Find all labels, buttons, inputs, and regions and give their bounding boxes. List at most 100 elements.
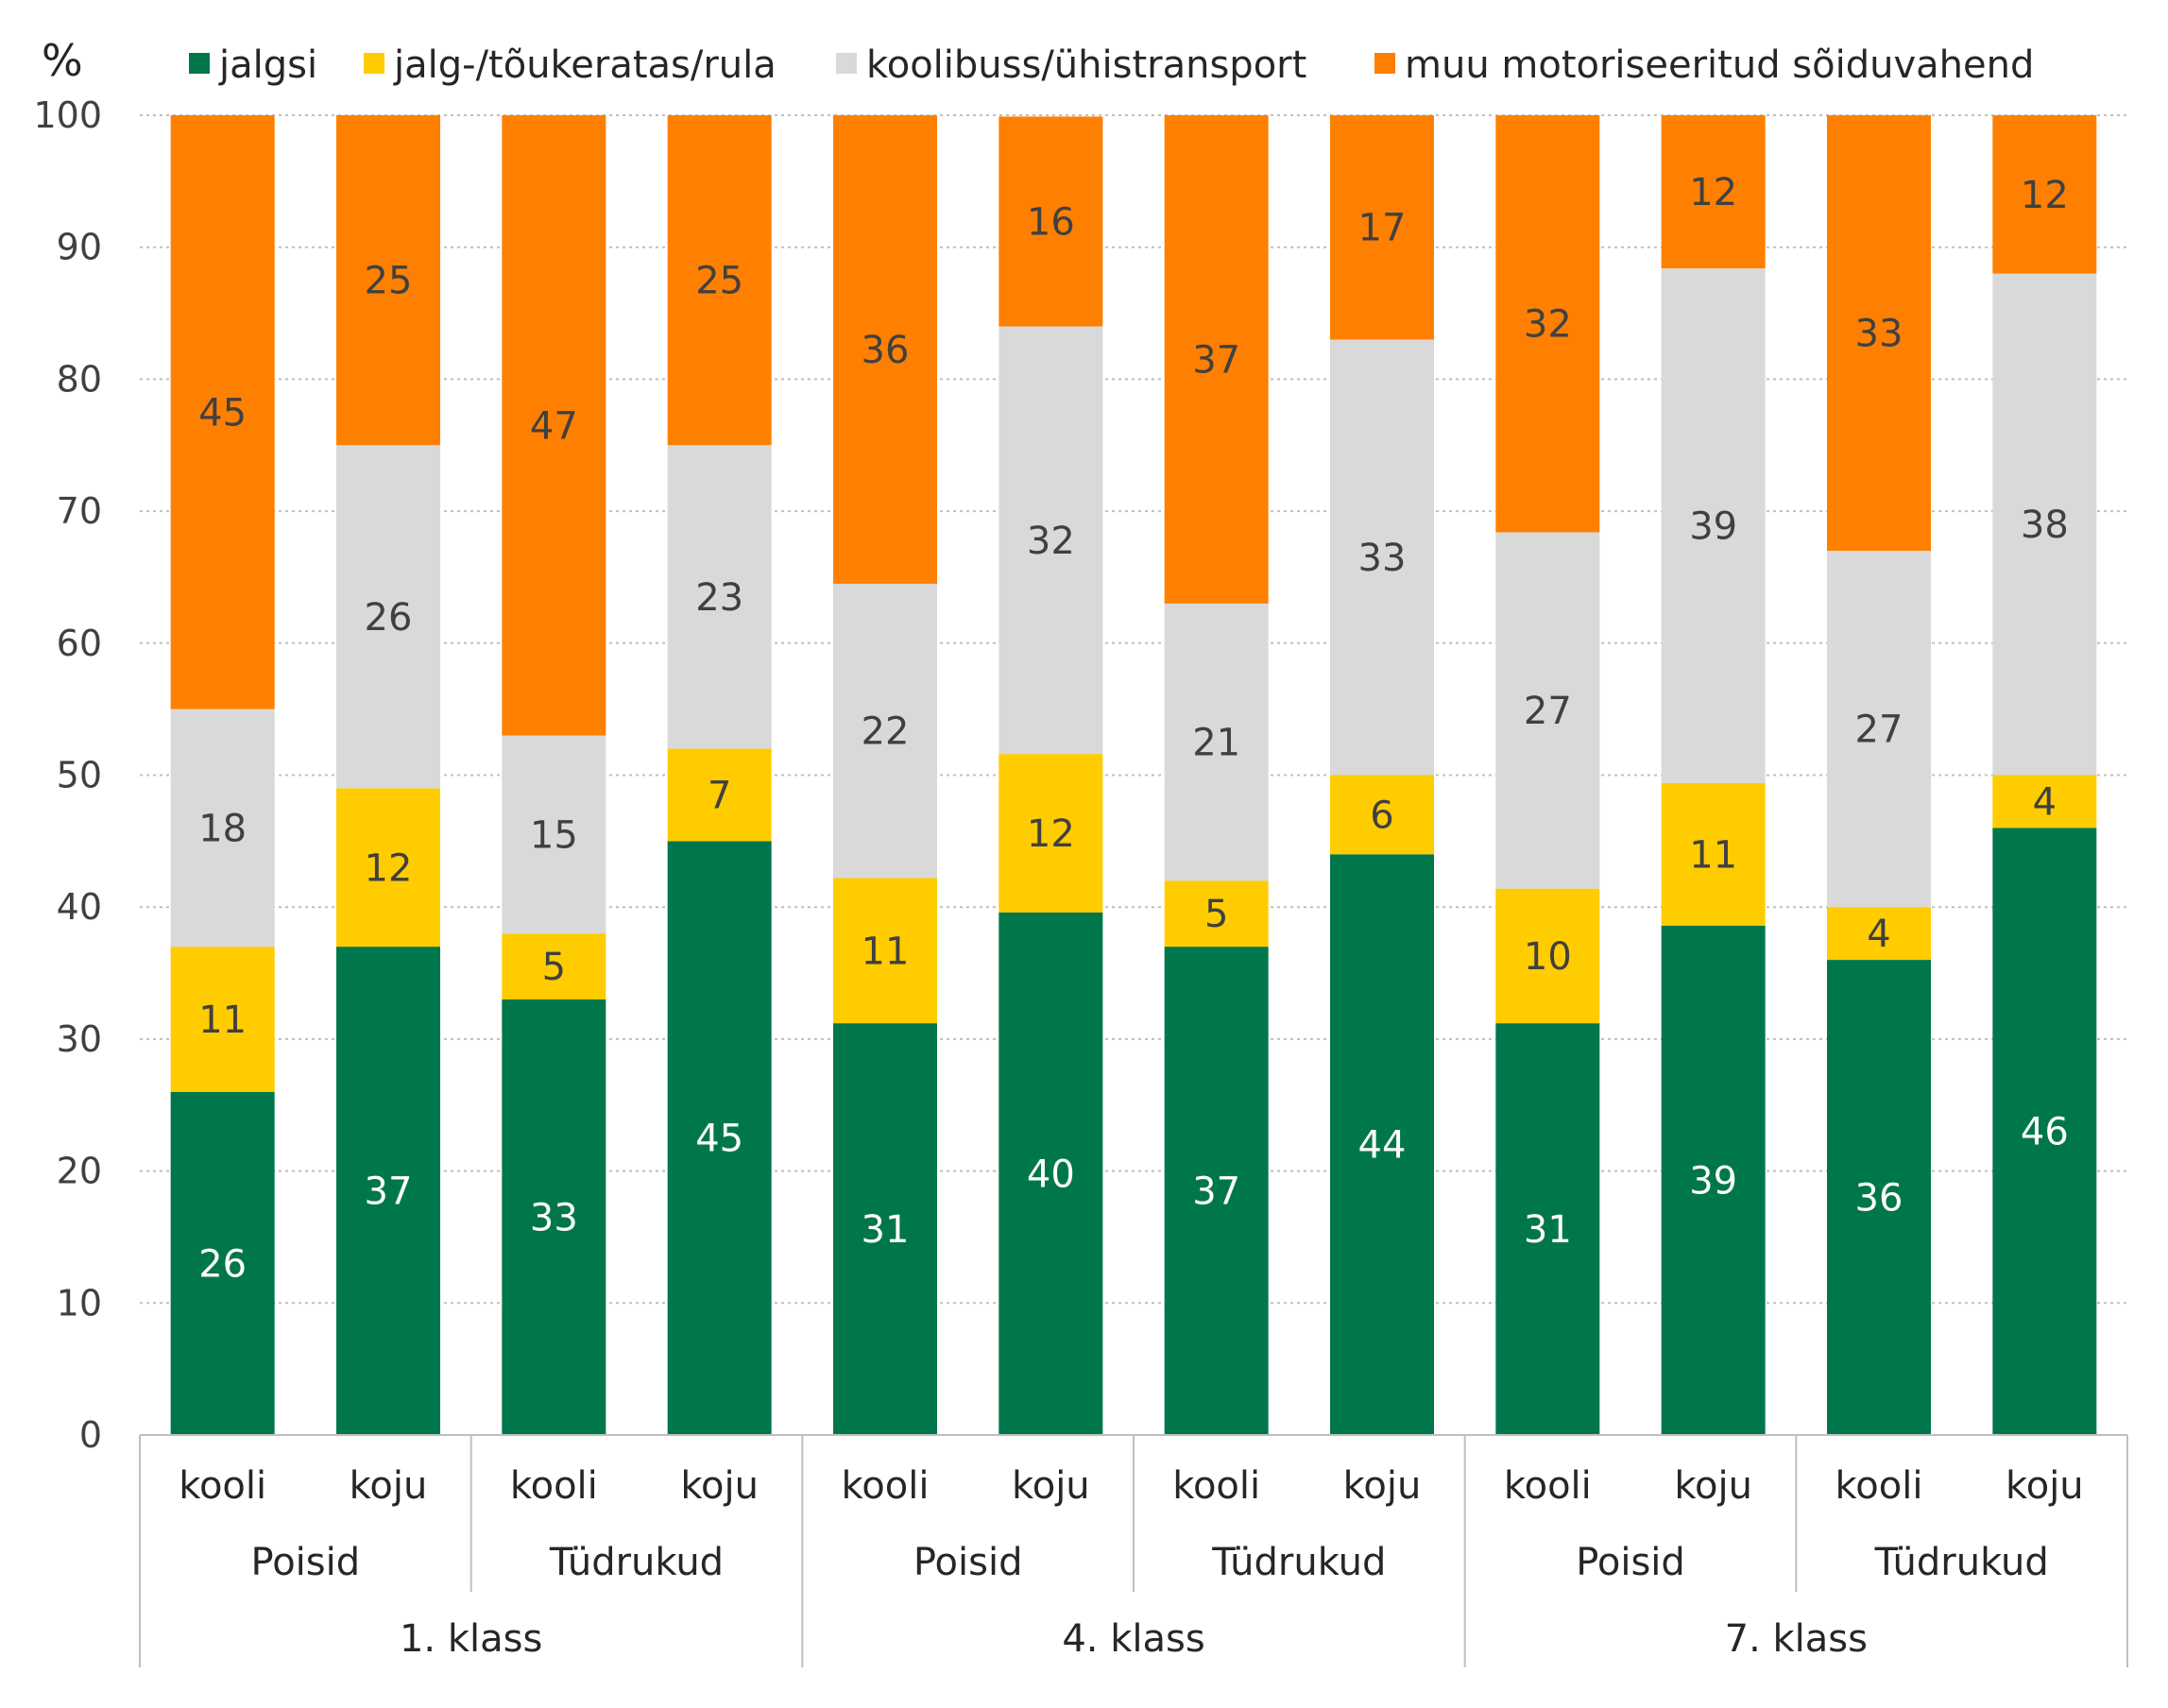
bar-segment-1-8 bbox=[1495, 888, 1600, 1024]
data-label-0-7: 44 bbox=[1358, 1124, 1407, 1168]
x-axis: kooli koju kooli koju kooli koju kooli koju kool… bbox=[139, 1434, 2128, 1667]
bar-segment-0-9 bbox=[1661, 925, 1766, 1435]
y-tick-label-90: 90 bbox=[57, 227, 102, 268]
x-label-direction-0: kooli bbox=[179, 1464, 266, 1508]
bar-segment-2-5 bbox=[999, 326, 1103, 755]
data-label-1-4: 11 bbox=[862, 930, 910, 973]
bar-segment-1-6 bbox=[1164, 880, 1269, 948]
data-label-0-5: 40 bbox=[1027, 1153, 1075, 1196]
gridlines bbox=[140, 114, 2127, 1305]
data-label-1-10: 4 bbox=[1867, 913, 1890, 956]
y-tick-label-60: 60 bbox=[57, 623, 102, 664]
data-label-2-5: 32 bbox=[1027, 520, 1075, 563]
bar-segment-2-4 bbox=[833, 583, 937, 879]
y-tick-label-20: 20 bbox=[57, 1151, 102, 1192]
data-label-3-3: 25 bbox=[695, 260, 743, 303]
legend-swatch-0 bbox=[189, 53, 210, 74]
data-label-1-2: 5 bbox=[542, 946, 566, 989]
x-label-direction-9: koju bbox=[1674, 1464, 1752, 1508]
data-label-0-6: 37 bbox=[1192, 1170, 1240, 1214]
bar-segment-0-10 bbox=[1827, 960, 1931, 1435]
bar-segment-0-8 bbox=[1495, 1023, 1600, 1435]
bar-segment-2-7 bbox=[1330, 339, 1434, 776]
bar-segment-3-7 bbox=[1330, 115, 1434, 340]
data-label-1-8: 10 bbox=[1524, 935, 1572, 979]
x-label-direction-5: koju bbox=[1012, 1464, 1090, 1508]
x-label-grade-2: 7. klass bbox=[1725, 1617, 1868, 1661]
bar-segment-0-6 bbox=[1164, 947, 1269, 1435]
bar-segment-2-2 bbox=[502, 735, 606, 934]
data-label-1-11: 4 bbox=[2033, 780, 2057, 824]
data-label-2-7: 33 bbox=[1358, 537, 1407, 580]
x-label-direction-10: kooli bbox=[1835, 1464, 1923, 1508]
data-label-3-5: 16 bbox=[1027, 200, 1075, 244]
data-label-3-4: 36 bbox=[862, 329, 910, 372]
bar-segment-2-1 bbox=[336, 445, 440, 789]
x-label-gender-5: Tüdrukud bbox=[1874, 1541, 2049, 1584]
data-label-0-4: 31 bbox=[862, 1208, 910, 1252]
data-label-3-11: 12 bbox=[2021, 174, 2069, 217]
data-label-2-1: 26 bbox=[365, 596, 413, 640]
bar-segment-3-2 bbox=[502, 115, 606, 736]
data-label-0-2: 33 bbox=[530, 1196, 578, 1239]
data-label-2-11: 38 bbox=[2021, 504, 2069, 547]
legend-label-1: jalg-/tõukeratas/rula bbox=[393, 43, 777, 87]
bar-segment-1-3 bbox=[667, 748, 772, 842]
bar-segment-2-8 bbox=[1495, 532, 1600, 889]
bar-segment-2-3 bbox=[667, 445, 772, 749]
y-tick-label-100: 100 bbox=[33, 94, 102, 136]
legend-swatch-1 bbox=[364, 53, 384, 74]
data-label-3-7: 17 bbox=[1358, 207, 1407, 250]
bar-segment-0-1 bbox=[336, 947, 440, 1435]
bar-segment-1-5 bbox=[999, 754, 1103, 913]
y-tick-label-50: 50 bbox=[57, 755, 102, 796]
bar-segment-3-11 bbox=[1992, 115, 2097, 274]
legend-label-2: koolibuss/ühistransport bbox=[866, 43, 1306, 87]
x-label-gender-4: Poisid bbox=[1576, 1541, 1685, 1584]
bar-segment-3-6 bbox=[1164, 115, 1269, 604]
x-label-direction-3: koju bbox=[680, 1464, 759, 1508]
data-label-1-9: 11 bbox=[1689, 833, 1737, 877]
data-label-0-1: 37 bbox=[365, 1170, 413, 1214]
bar-segment-0-3 bbox=[667, 841, 772, 1435]
data-label-2-10: 27 bbox=[1855, 709, 1903, 752]
data-label-1-1: 12 bbox=[365, 846, 413, 890]
bar-segment-3-10 bbox=[1827, 115, 1931, 552]
data-label-3-10: 33 bbox=[1855, 313, 1903, 356]
y-tick-label-10: 10 bbox=[57, 1282, 102, 1324]
bar-segment-1-2 bbox=[502, 933, 606, 999]
x-label-direction-8: kooli bbox=[1504, 1464, 1592, 1508]
data-label-1-5: 12 bbox=[1027, 812, 1075, 856]
y-unit-label: % bbox=[42, 35, 83, 86]
bar-segment-2-0 bbox=[170, 709, 275, 948]
legend-swatch-3 bbox=[1374, 53, 1395, 74]
bar-segment-3-3 bbox=[667, 115, 772, 446]
bar-segment-3-5 bbox=[999, 116, 1103, 327]
data-label-2-2: 15 bbox=[530, 813, 578, 857]
x-label-gender-1: Tüdrukud bbox=[549, 1541, 724, 1584]
data-label-0-8: 31 bbox=[1524, 1208, 1572, 1252]
data-label-0-10: 36 bbox=[1855, 1177, 1903, 1221]
x-label-direction-4: kooli bbox=[842, 1464, 930, 1508]
bar-segment-1-0 bbox=[170, 947, 275, 1092]
bar-segment-2-9 bbox=[1661, 268, 1766, 783]
bar-segment-3-9 bbox=[1661, 115, 1766, 269]
y-tick-label-40: 40 bbox=[57, 886, 102, 928]
legend-label-0: jalgsi bbox=[218, 43, 317, 87]
data-label-1-6: 5 bbox=[1204, 893, 1228, 936]
y-tick-label-80: 80 bbox=[57, 358, 102, 400]
x-label-gender-2: Poisid bbox=[913, 1541, 1023, 1584]
data-label-1-7: 6 bbox=[1370, 794, 1393, 837]
bar-segment-3-0 bbox=[170, 115, 275, 709]
bars: 2611184537122625335154745723253111223640… bbox=[170, 115, 2097, 1435]
data-label-2-4: 22 bbox=[862, 710, 910, 754]
data-label-3-8: 32 bbox=[1524, 303, 1572, 347]
bar-segment-0-11 bbox=[1992, 828, 2097, 1435]
data-label-3-6: 37 bbox=[1192, 338, 1240, 382]
data-label-2-6: 21 bbox=[1192, 722, 1240, 765]
data-label-3-1: 25 bbox=[365, 260, 413, 303]
bar-segment-3-8 bbox=[1495, 115, 1600, 533]
x-label-grade-0: 1. klass bbox=[400, 1617, 542, 1661]
bar-segment-0-7 bbox=[1330, 854, 1434, 1435]
